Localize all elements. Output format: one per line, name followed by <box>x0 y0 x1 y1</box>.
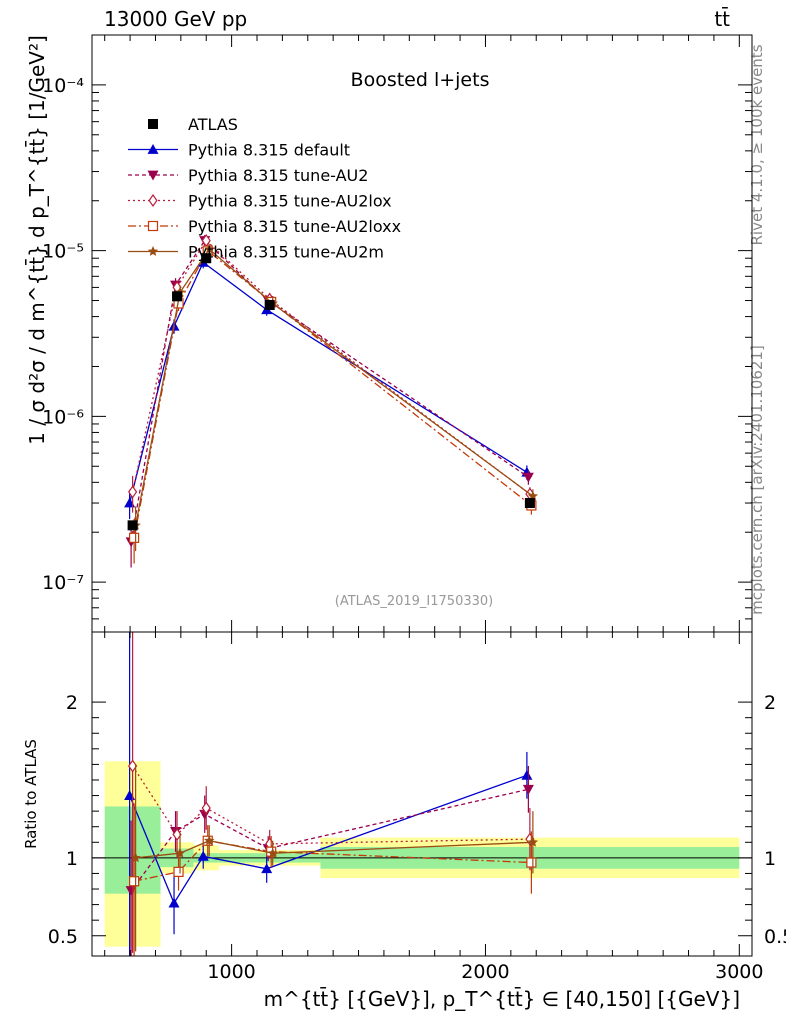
ratio-point-default <box>521 769 533 780</box>
ratio-point-default <box>261 863 273 874</box>
legend-entry-default: Pythia 8.315 default <box>188 141 350 160</box>
legend-entry-au2lox: Pythia 8.315 tune-AU2lox <box>188 192 392 211</box>
legend-entry-au2m: Pythia 8.315 tune-AU2m <box>188 243 384 262</box>
legend-marker-au2m <box>147 246 159 256</box>
chart-title: Boosted l+jets <box>351 69 490 91</box>
header-left: 13000 GeV pp <box>104 7 247 31</box>
point-au2m <box>204 243 215 254</box>
data-point-atlas <box>264 299 275 310</box>
y-tick-label: 10⁻⁷ <box>42 572 84 594</box>
data-point-atlas <box>201 253 212 264</box>
ratio-panel-frame <box>91 631 753 957</box>
legend-marker-au2lox <box>148 193 158 208</box>
rivet-label: Rivet 4.1.0, ≥ 100k events <box>748 44 766 245</box>
y-tick-label: 10⁻⁶ <box>42 406 84 428</box>
ratio-point-au2lox <box>201 801 211 815</box>
mcplots-label: mcplots.cern.ch [arXiv:2401.10621] <box>748 345 766 615</box>
legend-entry-data: ATLAS <box>188 115 238 134</box>
ratio-y-tick-label: 2 <box>66 692 78 714</box>
ratio-point-au2m <box>527 836 539 847</box>
legend-marker-au2 <box>147 170 159 181</box>
series-line-au2lox <box>131 239 531 495</box>
y-axis-label: 1 / σ d²σ / d m^{tt̄} d p_T^{tt̄} [1/GeV… <box>24 35 49 445</box>
ratio-y-tick-label: 1 <box>66 848 78 870</box>
y-tick-label: 10⁻⁴ <box>42 75 84 97</box>
header-right: tt̄ <box>714 6 730 31</box>
ratio-point-au2lox <box>128 759 138 773</box>
point-default <box>124 497 136 508</box>
ratio-point-au2 <box>522 784 534 795</box>
ratio-point-au2lox <box>172 827 182 842</box>
data-point-atlas <box>524 498 535 509</box>
ratio-point-default <box>168 897 180 908</box>
legend-marker-data <box>148 119 158 129</box>
series-line-default <box>128 261 528 504</box>
ratio-line-au2lox <box>132 765 530 845</box>
data-point-atlas <box>172 291 183 302</box>
ratio-point-au2loxx <box>129 876 140 887</box>
x-tick-label: 2000 <box>461 961 509 983</box>
legend-entry-au2: Pythia 8.315 tune-AU2 <box>188 166 368 185</box>
ratio-y-tick-label: 2 <box>764 692 776 714</box>
ratio-point-au2m <box>130 852 141 863</box>
ratio-point-au2m <box>204 835 215 846</box>
ratio-y-tick-label: 1 <box>764 848 776 870</box>
series-line-au2m <box>134 248 534 526</box>
ratio-point-au2loxx <box>526 857 537 868</box>
ratio-panel: 0.5 0.5 1 1 2 2 1000 2000 3000 <box>48 35 786 983</box>
legend-marker-default <box>147 144 159 154</box>
legend: ATLAS Pythia 8.315 default Pythia 8.315 tu… <box>128 115 401 262</box>
ratio-y-axis-label: Ratio to ATLAS <box>22 739 40 849</box>
ratio-point-au2loxx <box>173 866 184 877</box>
series-line-au2 <box>130 239 529 542</box>
y-tick-label: 10⁻⁵ <box>42 241 84 263</box>
data-point-atlas <box>127 520 138 531</box>
point-au2lox <box>128 485 138 499</box>
legend-marker-au2loxx <box>147 220 159 232</box>
analysis-id: (ATLAS_2019_I1750330) <box>335 594 493 609</box>
ratio-y-tick-label: 0.5 <box>764 926 786 948</box>
main-panel: 10⁻⁷ 10⁻⁶ 10⁻⁵ 10⁻⁴ Boosted l+jets (ATLAS_2… <box>42 34 753 633</box>
x-tick-label: 1000 <box>207 961 255 983</box>
ratio-point-default <box>197 850 209 861</box>
point-au2loxx <box>129 532 140 543</box>
x-tick-label: 3000 <box>715 961 763 983</box>
ratio-point-au2m <box>174 847 186 858</box>
ratio-y-tick-label: 0.5 <box>48 926 78 948</box>
series-line-au2loxx <box>133 249 532 538</box>
point-au2 <box>522 472 534 483</box>
legend-entry-au2loxx: Pythia 8.315 tune-AU2loxx <box>188 217 401 236</box>
x-axis-label: m^{tt̄} [{GeV}], p_T^{tt̄} ∈ [40,150] [{… <box>264 986 740 1011</box>
ratio-point-au2m <box>267 847 278 858</box>
